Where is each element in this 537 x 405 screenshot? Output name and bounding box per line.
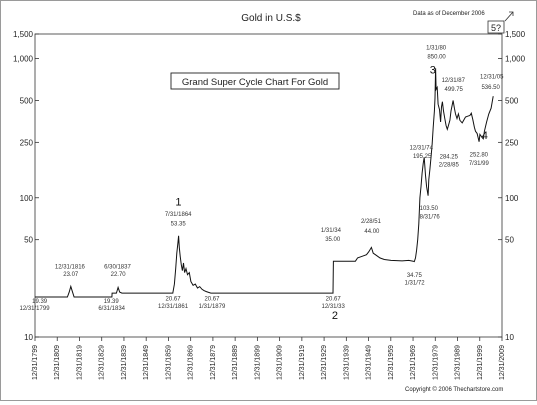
data-label: 44.00 [364, 229, 380, 235]
source-note: Copyright © 2006 Thechartstore.com [405, 386, 503, 393]
x-tick-label: 12/31/1959 [388, 345, 395, 380]
y-tick-label-right: 1,500 [505, 30, 526, 39]
data-label: 2/28/51 [361, 219, 382, 225]
x-tick-label: 12/31/1889 [232, 345, 239, 380]
data-label: 12/31/1816 [55, 265, 86, 271]
data-label: 19.39 [104, 299, 120, 305]
x-tick-label: 12/31/1859 [165, 345, 172, 380]
data-label: 12/31/05 [480, 74, 504, 80]
data-label: 35.00 [325, 237, 341, 243]
plot-area [34, 33, 503, 338]
data-label: 1/31/72 [405, 281, 426, 287]
corner-box [487, 20, 505, 34]
chart-subtitle: Grand Super Cycle Chart For Gold [182, 77, 328, 88]
x-axis: 12/31/1799 12/31/1809 12/31/1819 12/31/1829… [32, 337, 506, 380]
x-tick-label: 12/31/1939 [343, 345, 350, 380]
x-tick-label: 12/31/1879 [210, 345, 217, 380]
wave-label: 3 [430, 65, 436, 77]
data-label: 6/30/1837 [104, 265, 131, 271]
y-tick-label-left: 10 [24, 333, 33, 342]
data-label: 1/31/80 [426, 46, 447, 52]
data-label: 12/31/74 [410, 146, 434, 152]
x-tick-label: 12/31/1989 [455, 345, 462, 380]
chart-title: Gold in U.S.$ [241, 13, 301, 24]
gold-price-line [35, 68, 494, 298]
data-label: 20.67 [326, 296, 342, 302]
data-label: 12/31/87 [442, 78, 466, 84]
y-tick-label-left: 500 [20, 96, 34, 105]
y-tick-label-left: 1,000 [13, 55, 34, 64]
data-label: 20.67 [166, 296, 182, 302]
x-tick-label: 12/31/1829 [99, 345, 106, 380]
corner-arrow-head [509, 11, 514, 16]
data-label: 19.39 [32, 299, 48, 305]
corner-marker: 5? [487, 11, 514, 34]
data-label: 8/31/76 [420, 214, 441, 220]
corner-label: 5? [491, 23, 501, 33]
x-tick-label: 12/31/1919 [299, 345, 306, 380]
x-tick-label: 12/31/1869 [188, 345, 195, 380]
wave-label: 2 [332, 310, 338, 322]
y-tick-label-right: 1,000 [505, 55, 526, 64]
data-label: 23.07 [63, 272, 79, 278]
x-tick-label: 12/31/1979 [432, 345, 439, 380]
data-label: 1/31/1879 [199, 304, 226, 310]
data-label: 34.75 [407, 273, 423, 279]
data-label: 195.25 [413, 154, 432, 160]
data-label: 1/31/34 [321, 228, 342, 234]
data-label: 20.67 [204, 296, 220, 302]
subtitle-box: Grand Super Cycle Chart For Gold [170, 72, 340, 90]
x-tick-label: 12/31/1909 [277, 345, 284, 380]
y-tick-label-left: 250 [20, 138, 34, 147]
x-tick-label: 12/31/1969 [410, 345, 417, 380]
y-tick-label-left: 50 [24, 236, 33, 245]
x-tick-label: 12/31/1839 [121, 345, 128, 380]
data-label: 6/31/1834 [98, 306, 125, 312]
data-label: 12/31/33 [321, 304, 345, 310]
x-tick-label: 12/31/1999 [477, 345, 484, 380]
y-tick-label-right: 500 [505, 96, 519, 105]
data-label: 252.80 [470, 152, 489, 158]
y-tick-label-right: 250 [505, 138, 519, 147]
x-tick-label: 12/31/1899 [254, 345, 261, 380]
x-tick-label: 12/31/2009 [499, 345, 506, 380]
data-note: Data as of December 2006 [413, 11, 485, 17]
data-label: 12/31/1799 [20, 306, 51, 312]
x-tick-label: 12/31/1809 [54, 345, 61, 380]
corner-arrow [504, 11, 514, 22]
series-layer [35, 68, 494, 298]
data-label: 284.25 [440, 154, 459, 160]
y-tick-label-right: 10 [505, 333, 514, 342]
data-label: 7/31/99 [469, 161, 490, 167]
x-tick-label: 12/31/1819 [76, 345, 83, 380]
x-tick-label: 12/31/1949 [366, 345, 373, 380]
annotation-layer: 19.3912/31/179912/31/181623.076/30/18372… [20, 46, 505, 322]
y-axis: 10 10 50 50 100 100 250 250 500 500 1,000 1,000 1,50… [13, 30, 526, 342]
y-tick-label-left: 1,500 [13, 30, 34, 39]
y-tick-label-right: 50 [505, 236, 514, 245]
wave-label: 4 [482, 130, 488, 142]
x-tick-label: 12/31/1929 [321, 345, 328, 380]
wave-label: 1 [175, 196, 181, 208]
data-label: 103.50 [420, 206, 439, 212]
x-tick-label: 12/31/1849 [143, 345, 150, 380]
y-tick-label-right: 100 [505, 194, 519, 203]
data-label: 53.35 [171, 222, 187, 228]
data-label: 22.70 [111, 272, 127, 278]
data-label: 499.75 [445, 87, 464, 93]
data-label: 7/31/1864 [165, 212, 192, 218]
data-label: 2/28/85 [439, 162, 460, 168]
data-label: 850.00 [427, 55, 446, 61]
data-label: 12/31/1861 [158, 304, 189, 310]
data-label: 536.50 [481, 85, 500, 91]
y-tick-label-left: 100 [20, 194, 34, 203]
subtitle-border [170, 72, 340, 90]
x-tick-label: 12/31/1799 [32, 345, 39, 380]
